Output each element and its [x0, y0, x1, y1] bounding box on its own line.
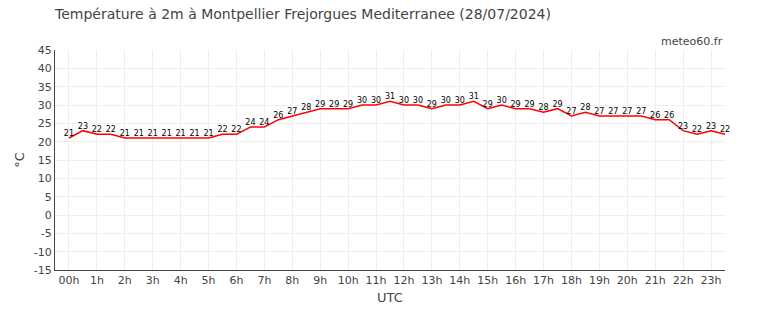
svg-text:00h: 00h: [58, 274, 79, 287]
svg-text:°C: °C: [12, 152, 27, 168]
svg-text:20: 20: [38, 136, 52, 149]
svg-text:30: 30: [357, 96, 367, 105]
svg-text:25: 25: [38, 117, 52, 130]
svg-text:21: 21: [162, 129, 172, 138]
svg-text:29: 29: [524, 100, 534, 109]
svg-text:-15: -15: [34, 264, 52, 277]
svg-text:29: 29: [511, 100, 521, 109]
svg-text:3h: 3h: [146, 274, 160, 287]
svg-text:6h: 6h: [229, 274, 243, 287]
svg-text:UTC: UTC: [377, 290, 403, 305]
svg-text:27: 27: [566, 107, 576, 116]
svg-text:31: 31: [469, 92, 479, 101]
svg-text:-5: -5: [41, 227, 52, 240]
svg-text:5: 5: [45, 191, 52, 204]
svg-text:17h: 17h: [533, 274, 554, 287]
svg-text:-10: -10: [34, 246, 52, 259]
svg-text:30: 30: [399, 96, 409, 105]
svg-text:35: 35: [38, 81, 52, 94]
svg-text:24: 24: [259, 118, 269, 127]
svg-text:26: 26: [650, 111, 660, 120]
svg-text:21h: 21h: [645, 274, 666, 287]
svg-text:21: 21: [148, 129, 158, 138]
svg-text:16h: 16h: [505, 274, 526, 287]
svg-text:40: 40: [38, 62, 52, 75]
svg-text:23h: 23h: [701, 274, 722, 287]
svg-text:18h: 18h: [561, 274, 582, 287]
svg-text:28: 28: [580, 103, 590, 112]
svg-text:meteo60.fr: meteo60.fr: [661, 35, 723, 48]
svg-text:28: 28: [301, 103, 311, 112]
svg-text:23: 23: [706, 122, 716, 131]
svg-text:30: 30: [441, 96, 451, 105]
svg-text:21: 21: [64, 129, 74, 138]
svg-text:21: 21: [189, 129, 199, 138]
svg-text:27: 27: [636, 107, 646, 116]
svg-text:24: 24: [245, 118, 255, 127]
svg-text:19h: 19h: [589, 274, 610, 287]
svg-text:30: 30: [38, 99, 52, 112]
svg-text:14h: 14h: [449, 274, 470, 287]
svg-text:21: 21: [203, 129, 213, 138]
svg-text:30: 30: [371, 96, 381, 105]
svg-text:21: 21: [120, 129, 130, 138]
svg-text:29: 29: [427, 100, 437, 109]
svg-text:26: 26: [664, 111, 674, 120]
svg-text:31: 31: [385, 92, 395, 101]
svg-text:10: 10: [38, 172, 52, 185]
svg-text:27: 27: [287, 107, 297, 116]
svg-text:22: 22: [106, 125, 116, 134]
svg-text:23: 23: [78, 122, 88, 131]
svg-text:23: 23: [678, 122, 688, 131]
svg-text:22: 22: [92, 125, 102, 134]
svg-text:1h: 1h: [90, 274, 104, 287]
svg-text:2h: 2h: [118, 274, 132, 287]
svg-text:30: 30: [455, 96, 465, 105]
svg-text:29: 29: [483, 100, 493, 109]
svg-text:27: 27: [594, 107, 604, 116]
svg-text:7h: 7h: [257, 274, 271, 287]
svg-text:30: 30: [497, 96, 507, 105]
svg-text:8h: 8h: [285, 274, 299, 287]
svg-text:12h: 12h: [393, 274, 414, 287]
svg-text:22: 22: [692, 125, 702, 134]
svg-text:27: 27: [608, 107, 618, 116]
svg-text:Température à 2m à Montpellier: Température à 2m à Montpellier Frejorgue…: [54, 6, 551, 22]
svg-text:21: 21: [134, 129, 144, 138]
svg-text:22: 22: [231, 125, 241, 134]
svg-text:45: 45: [38, 44, 52, 57]
svg-text:15h: 15h: [477, 274, 498, 287]
svg-text:22: 22: [217, 125, 227, 134]
svg-text:4h: 4h: [174, 274, 188, 287]
svg-text:22: 22: [720, 125, 730, 134]
svg-text:21: 21: [176, 129, 186, 138]
svg-text:27: 27: [622, 107, 632, 116]
svg-text:26: 26: [273, 111, 283, 120]
svg-text:29: 29: [315, 100, 325, 109]
svg-text:29: 29: [329, 100, 339, 109]
svg-text:29: 29: [343, 100, 353, 109]
svg-text:9h: 9h: [313, 274, 327, 287]
svg-text:20h: 20h: [617, 274, 638, 287]
svg-text:30: 30: [413, 96, 423, 105]
svg-text:11h: 11h: [366, 274, 387, 287]
svg-text:28: 28: [538, 103, 548, 112]
svg-text:29: 29: [552, 100, 562, 109]
svg-text:10h: 10h: [338, 274, 359, 287]
svg-text:0: 0: [45, 209, 52, 222]
svg-text:15: 15: [38, 154, 52, 167]
svg-text:5h: 5h: [202, 274, 216, 287]
svg-text:13h: 13h: [421, 274, 442, 287]
svg-text:22h: 22h: [673, 274, 694, 287]
